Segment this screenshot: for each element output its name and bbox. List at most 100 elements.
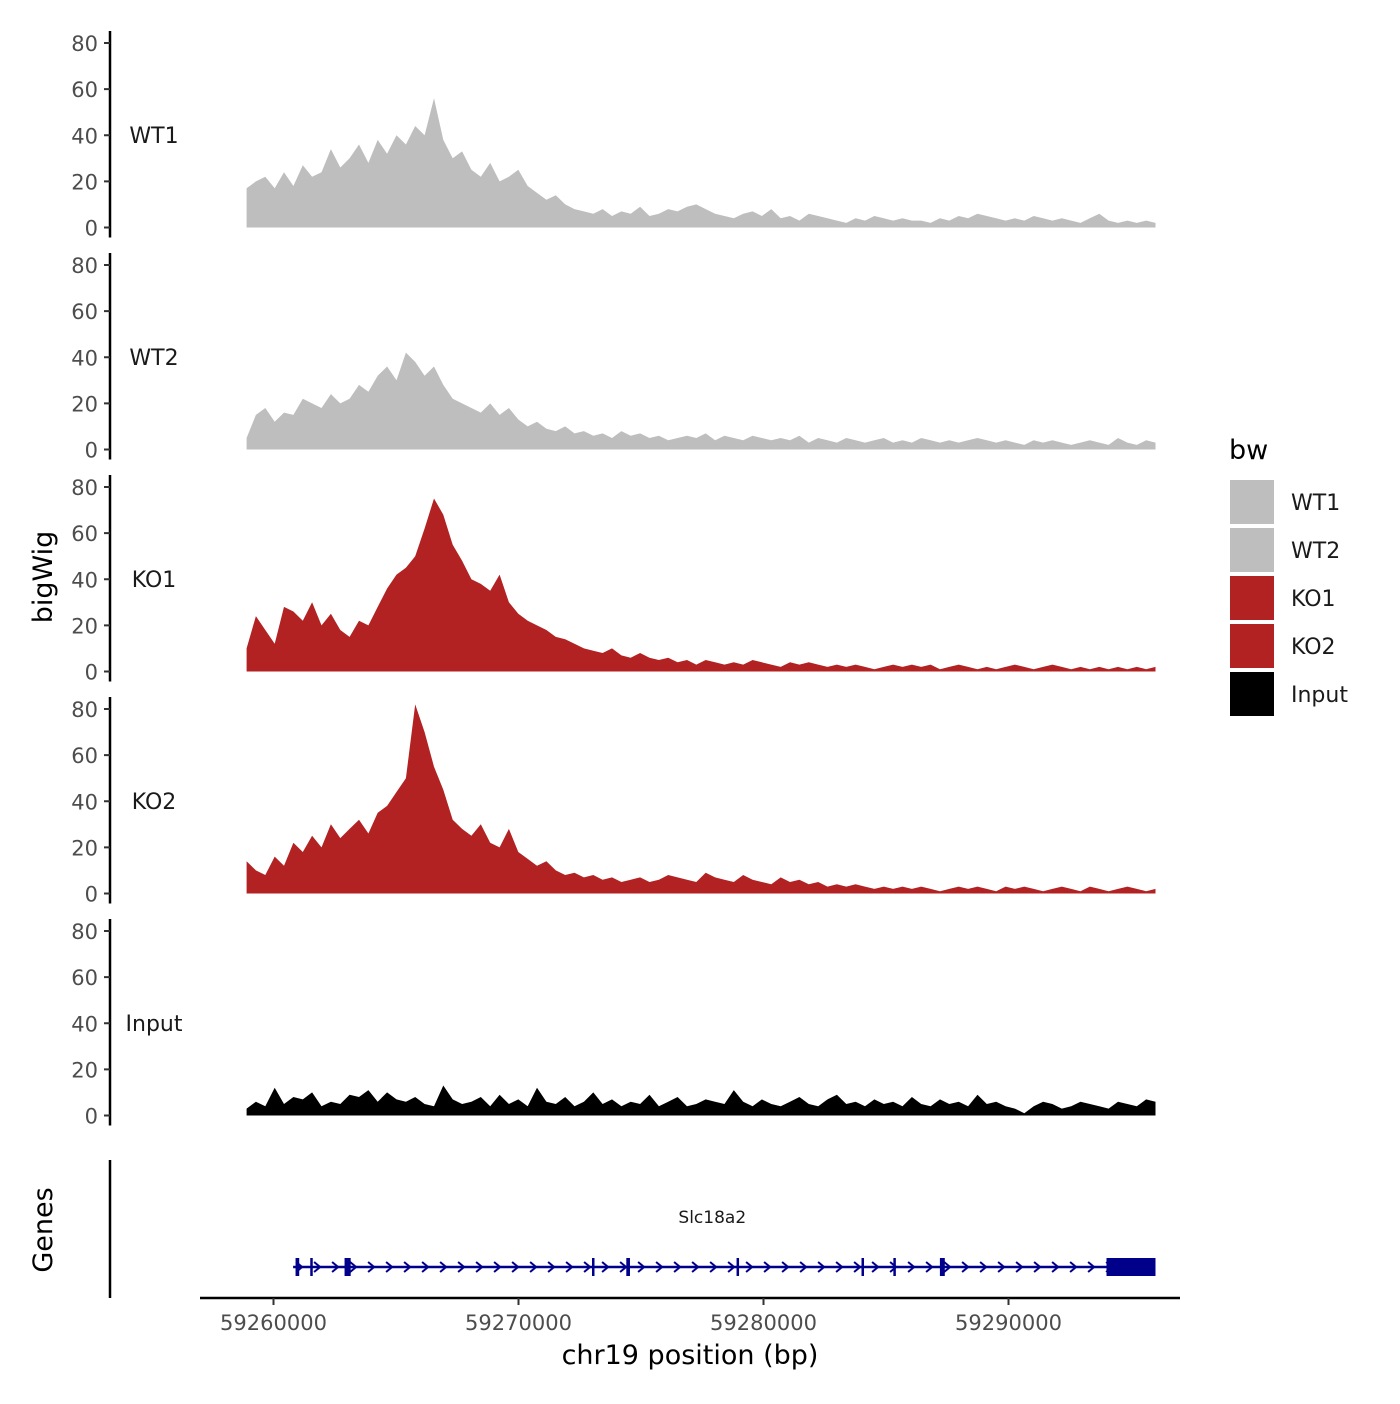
strand-chevron (907, 1261, 916, 1273)
track-panel-ko1: 0 20 40 60 80 KO1 (71, 475, 1156, 685)
track-panel-wt2: 0 20 40 60 80 WT2 (71, 253, 1156, 463)
strand-chevron (331, 1261, 340, 1273)
strand-chevron (349, 1261, 358, 1273)
legend-key-wt2 (1230, 528, 1274, 572)
y-tick-label: 60 (71, 966, 98, 990)
strand-chevron (565, 1261, 574, 1273)
strand-chevron (1069, 1261, 1078, 1273)
strand-chevron (817, 1261, 826, 1273)
strand-chevron (961, 1261, 970, 1273)
y-tick-label: 0 (85, 439, 98, 463)
gene-exon (861, 1258, 864, 1276)
strand-chevron (385, 1261, 394, 1273)
signal-area-input (246, 1085, 1156, 1116)
strand-chevron (421, 1261, 430, 1273)
y-tick-label: 80 (71, 254, 98, 278)
y-tick-label: 60 (71, 78, 98, 102)
strand-chevron (763, 1261, 772, 1273)
y-tick-label: 80 (71, 698, 98, 722)
track-label: KO2 (132, 790, 177, 815)
strand-chevron (403, 1261, 412, 1273)
gene-exon (893, 1258, 896, 1276)
y-tick-label: 40 (71, 1012, 98, 1036)
y-tick-label: 80 (71, 920, 98, 944)
signal-area-ko2 (246, 704, 1156, 894)
strand-chevron (493, 1261, 502, 1273)
track-label: KO1 (132, 568, 177, 593)
x-tick-label: 59280000 (710, 1311, 817, 1335)
tracks-layer: 0 20 40 60 80 WT1 0 20 40 60 80 WT2 0 20 40 60 80 KO1 0 20 4… (71, 31, 1156, 1129)
strand-chevron (727, 1261, 736, 1273)
y-tick-label: 20 (71, 1058, 98, 1082)
gene-exon (939, 1258, 945, 1276)
signal-area-wt2 (246, 352, 1156, 450)
gene-name-label: Slc18a2 (678, 1208, 746, 1228)
strand-chevron (313, 1261, 322, 1273)
strand-chevron (655, 1261, 664, 1273)
legend: bw WT1 WT2 KO1 KO2 Input (1229, 435, 1348, 716)
strand-chevron (925, 1261, 934, 1273)
gene-exon (310, 1258, 313, 1276)
gene-exon (592, 1258, 595, 1276)
y-tick-label: 40 (71, 346, 98, 370)
y-tick-label: 80 (71, 476, 98, 500)
y-tick-label: 0 (85, 1105, 98, 1129)
strand-chevron (781, 1261, 790, 1273)
y-axis-title: bigWig (28, 531, 59, 624)
legend-key-ko1 (1230, 576, 1274, 620)
legend-label-ko2: KO2 (1291, 635, 1336, 660)
legend-key-wt1 (1230, 480, 1274, 524)
strand-chevron (1015, 1261, 1024, 1273)
strand-chevron (475, 1261, 484, 1273)
legend-label-input: Input (1291, 683, 1348, 708)
strand-chevron (997, 1261, 1006, 1273)
legend-key-input (1230, 672, 1274, 716)
strand-chevron (619, 1261, 628, 1273)
x-tick-label: 59260000 (220, 1311, 327, 1335)
strand-chevron (709, 1261, 718, 1273)
x-tick-label: 59290000 (955, 1311, 1062, 1335)
y-tick-label: 20 (71, 614, 98, 638)
y-tick-label: 20 (71, 170, 98, 194)
gene-exon (344, 1258, 351, 1276)
y-tick-label: 40 (71, 790, 98, 814)
strand-chevron (835, 1261, 844, 1273)
strand-chevron (529, 1261, 538, 1273)
y-tick-label: 40 (71, 124, 98, 148)
track-label: WT2 (129, 346, 178, 371)
gene-exon (295, 1258, 300, 1276)
genes-layer: Genes Slc18a2 (28, 1160, 1156, 1298)
track-panel-input: 0 20 40 60 80 Input (71, 919, 1156, 1129)
signal-area-wt1 (246, 98, 1156, 228)
legend-key-ko2 (1230, 624, 1274, 668)
strand-chevron (439, 1261, 448, 1273)
strand-chevron (691, 1261, 700, 1273)
y-tick-label: 0 (85, 661, 98, 685)
y-tick-label: 60 (71, 744, 98, 768)
strand-chevron (511, 1261, 520, 1273)
strand-chevron (745, 1261, 754, 1273)
track-label: Input (126, 1012, 183, 1037)
strand-chevron (943, 1261, 952, 1273)
strand-chevron (457, 1261, 466, 1273)
strand-chevron (871, 1261, 880, 1273)
y-tick-label: 0 (85, 217, 98, 241)
y-tick-label: 40 (71, 568, 98, 592)
strand-chevron (601, 1261, 610, 1273)
track-label: WT1 (129, 124, 178, 149)
y-tick-label: 20 (71, 392, 98, 416)
signal-area-ko1 (246, 498, 1156, 672)
strand-chevron (583, 1261, 592, 1273)
x-axis: 59260000 59270000 59280000 59290000 chr19 po… (200, 1296, 1180, 1371)
legend-title: bw (1229, 435, 1268, 466)
strand-chevron (1051, 1261, 1060, 1273)
gene-exon (1106, 1258, 1156, 1276)
legend-label-ko1: KO1 (1291, 587, 1336, 612)
legend-label-wt1: WT1 (1291, 491, 1340, 516)
track-panel-ko2: 0 20 40 60 80 KO2 (71, 697, 1156, 907)
strand-chevron (979, 1261, 988, 1273)
strand-chevron (1033, 1261, 1042, 1273)
strand-chevron (637, 1261, 646, 1273)
